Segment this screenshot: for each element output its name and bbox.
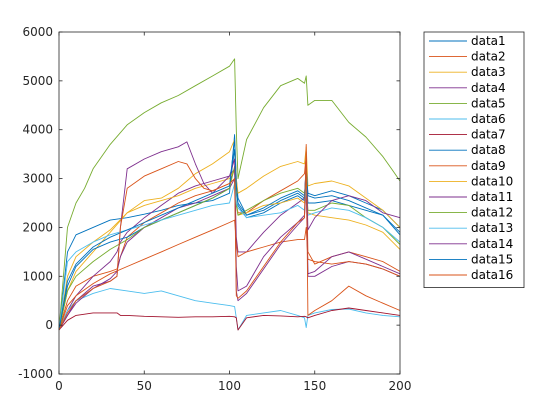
- y-tick: 6000: [22, 25, 400, 39]
- series-line-data12: [58, 165, 401, 331]
- y-tick-label: 5000: [22, 74, 53, 88]
- y-tick-label: 0: [45, 318, 53, 332]
- x-tick-label: 200: [389, 379, 412, 393]
- legend-item: data16: [429, 268, 513, 282]
- legend-label: data10: [471, 174, 513, 188]
- x-tick-label: 50: [137, 379, 152, 393]
- y-tick: 5000: [22, 74, 400, 88]
- legend-label: data16: [471, 268, 513, 282]
- series-layer: [58, 58, 401, 331]
- y-tick: 0: [45, 318, 400, 332]
- legend-label: data14: [471, 237, 513, 251]
- y-tick-label: 2000: [22, 220, 53, 234]
- y-tick: 2000: [22, 220, 400, 234]
- y-tick: 4000: [22, 123, 400, 137]
- y-tick-label: -1000: [18, 367, 53, 381]
- x-axis: 0 50 100 150 200: [55, 32, 411, 393]
- y-tick-label: 1000: [22, 269, 53, 283]
- x-tick: 0: [55, 32, 63, 393]
- legend-item: data6: [429, 112, 506, 126]
- x-tick-label: 150: [303, 379, 326, 393]
- legend-label: data7: [471, 128, 506, 142]
- legend-label: data15: [471, 252, 513, 266]
- y-tick-label: 6000: [22, 25, 53, 39]
- x-tick: 100: [218, 32, 241, 393]
- legend-item: data9: [429, 159, 506, 173]
- series-line-data9: [58, 219, 401, 331]
- legend-item: data10: [429, 174, 513, 188]
- y-tick: 3000: [22, 172, 400, 186]
- legend-item: data4: [429, 81, 506, 95]
- x-tick: 150: [303, 32, 326, 393]
- legend-label: data6: [471, 112, 506, 126]
- x-tick: 200: [389, 32, 412, 393]
- legend-label: data8: [471, 143, 506, 157]
- series-line-data13: [58, 183, 401, 331]
- legend-label: data9: [471, 159, 506, 173]
- x-tick-label: 0: [55, 379, 63, 393]
- legend-item: data3: [429, 65, 506, 79]
- legend-item: data14: [429, 237, 513, 251]
- legend-label: data11: [471, 190, 513, 204]
- legend-item: data13: [429, 221, 513, 235]
- legend-label: data2: [471, 50, 506, 64]
- x-tick-label: 100: [218, 379, 241, 393]
- y-tick-label: 3000: [22, 172, 53, 186]
- legend-label: data5: [471, 96, 506, 110]
- legend-item: data1: [429, 34, 506, 48]
- legend-label: data1: [471, 34, 506, 48]
- legend-label: data3: [471, 65, 506, 79]
- y-tick: -1000: [18, 367, 400, 381]
- legend-label: data12: [471, 206, 513, 220]
- legend-label: data4: [471, 81, 506, 95]
- legend-label: data13: [471, 221, 513, 235]
- y-axis: -1000 0 1000 2000 3000 4000 5000 6000: [18, 25, 400, 381]
- legend-item: data12: [429, 206, 513, 220]
- legend-item: data7: [429, 128, 506, 142]
- x-tick: 50: [137, 32, 152, 393]
- legend-item: data11: [429, 190, 513, 204]
- legend-item: data2: [429, 50, 506, 64]
- y-tick: 1000: [22, 269, 400, 283]
- series-line-data15: [58, 139, 401, 331]
- legend-item: data8: [429, 143, 506, 157]
- series-line-data5: [58, 58, 401, 331]
- y-tick-label: 4000: [22, 123, 53, 137]
- legend-item: data5: [429, 96, 506, 110]
- legend-box: [423, 31, 525, 289]
- series-line-data7: [58, 307, 401, 331]
- series-line-data16: [58, 143, 401, 331]
- legend-item: data15: [429, 252, 513, 266]
